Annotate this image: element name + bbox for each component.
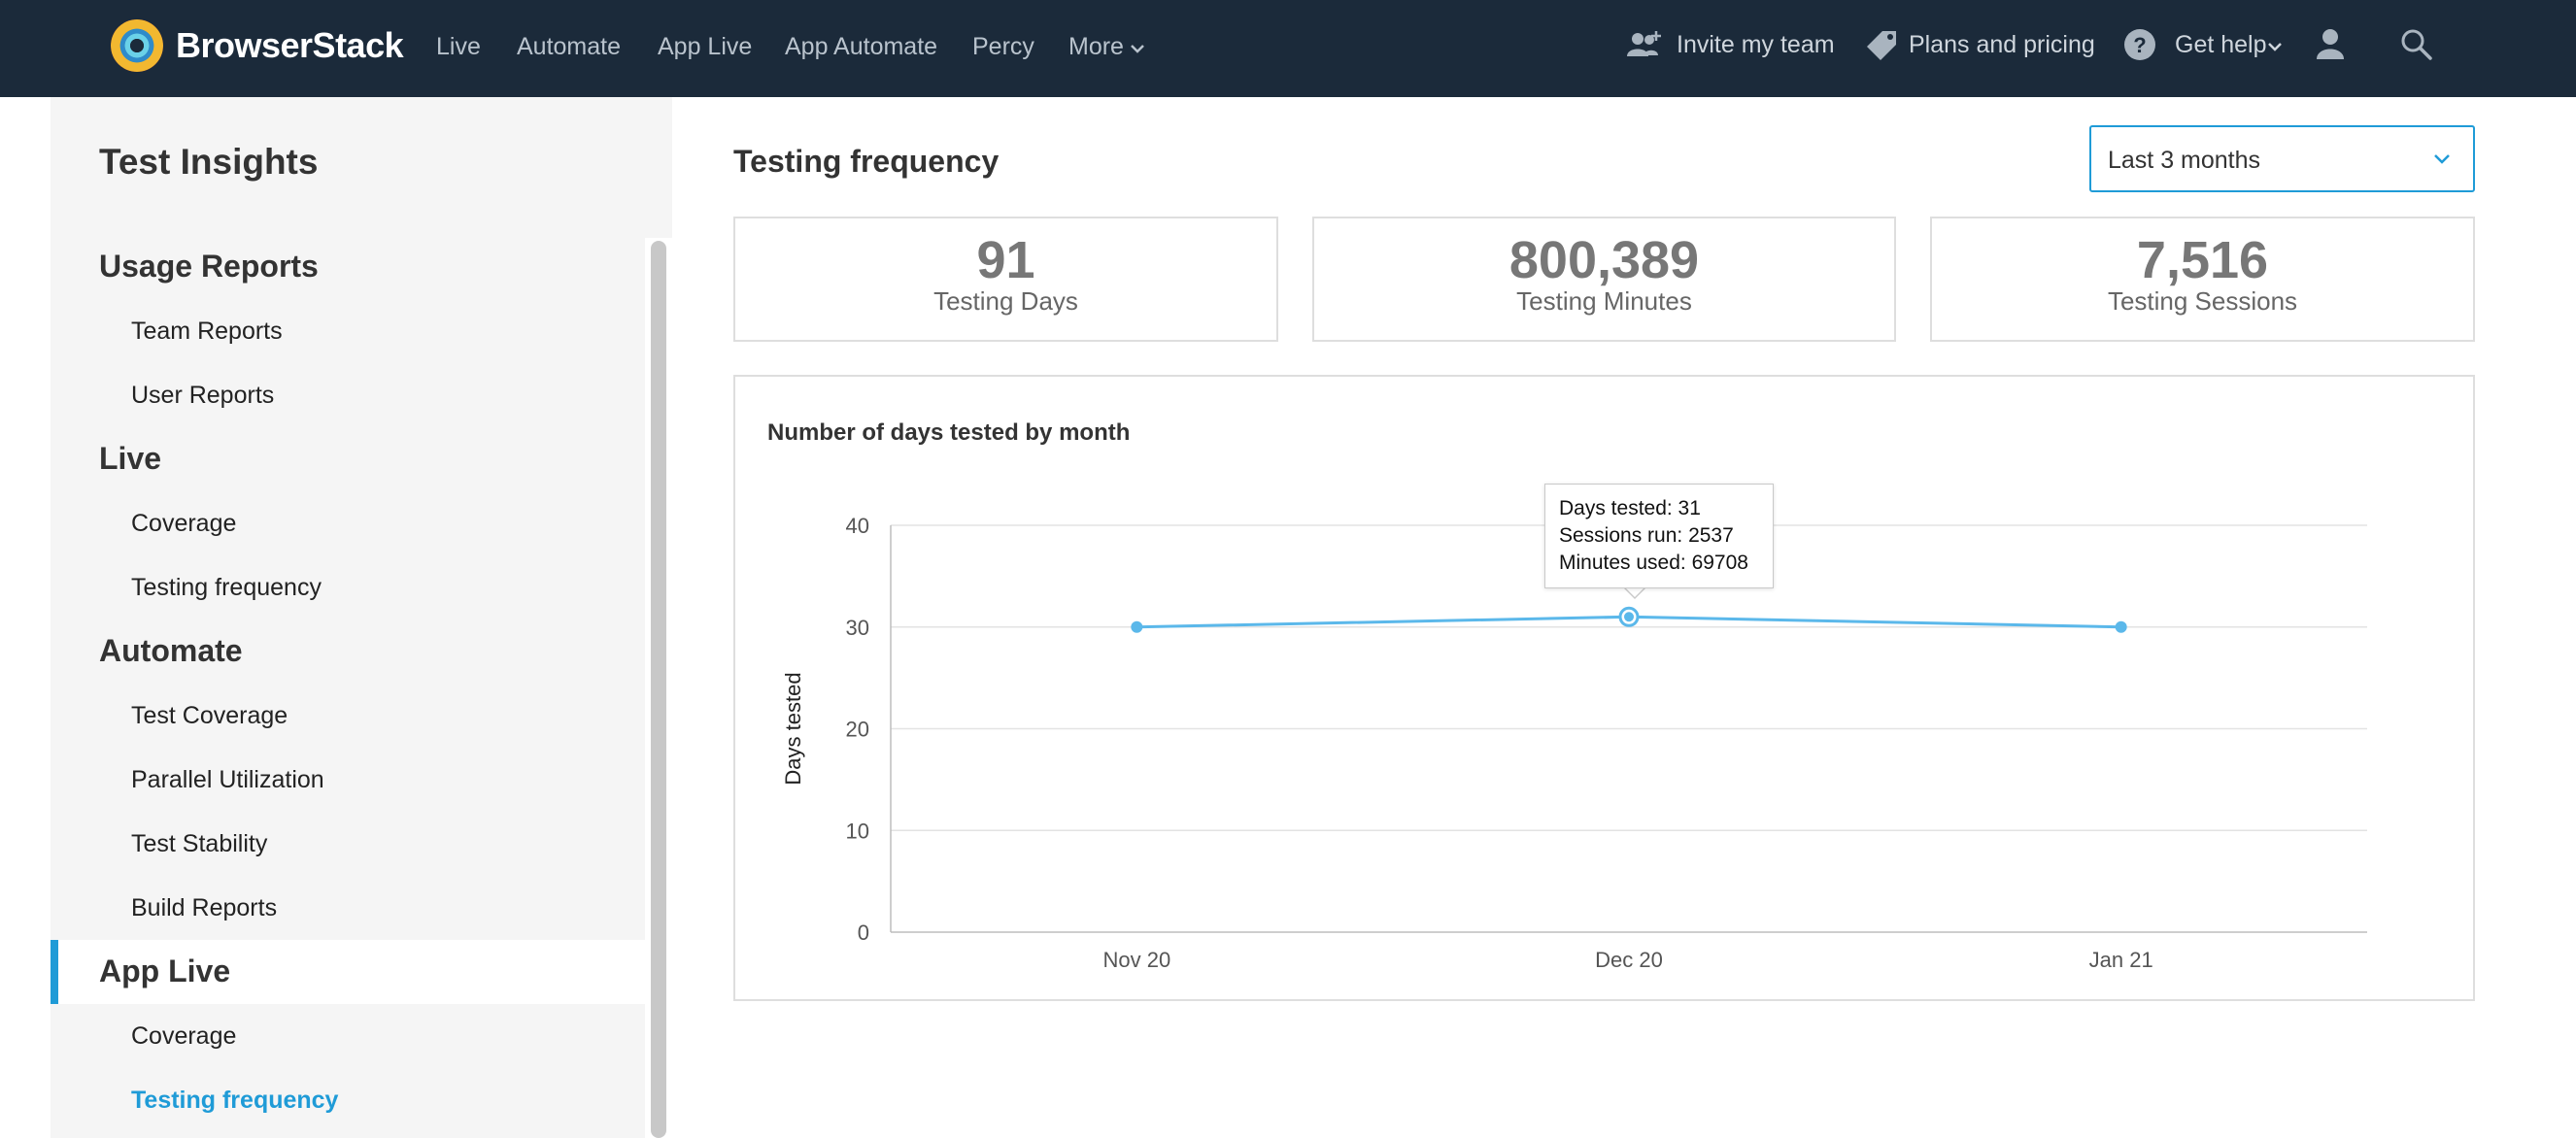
invite-team-icon[interactable] <box>1627 29 1664 60</box>
sidebar-item-build-reports[interactable]: Build Reports <box>131 894 278 921</box>
stat-label: Testing Days <box>933 286 1078 316</box>
stat-card-testing-minutes: 800,389 Testing Minutes <box>1312 217 1896 342</box>
brand-name[interactable]: BrowserStack <box>176 25 404 65</box>
invite-team-link[interactable]: Invite my team <box>1677 31 1835 58</box>
nav-link-live[interactable]: Live <box>436 33 481 60</box>
chart-card: Number of days tested by month <box>733 375 2475 1001</box>
sidebar-item-parallel-utilization[interactable]: Parallel Utilization <box>131 766 324 793</box>
sidebar-scrollbar-thumb[interactable] <box>651 241 666 1138</box>
plans-pricing-link[interactable]: Plans and pricing <box>1909 31 2095 58</box>
nav-link-app-live[interactable]: App Live <box>658 33 753 60</box>
nav-link-app-automate[interactable]: App Automate <box>785 33 938 60</box>
sidebar-item-app-live-testing-frequency[interactable]: Testing frequency <box>131 1087 339 1114</box>
y-tick-label: 40 <box>846 514 869 538</box>
x-tick-label: Dec 20 <box>1595 948 1663 972</box>
tooltip-sessions: Sessions run: 2537 <box>1559 524 1734 547</box>
y-tick-label: 20 <box>846 718 869 742</box>
get-help-menu[interactable]: Get help <box>2175 31 2267 58</box>
nav-link-percy[interactable]: Percy <box>972 33 1034 60</box>
browserstack-logo[interactable] <box>111 19 163 72</box>
sidebar-item-test-coverage[interactable]: Test Coverage <box>131 702 288 729</box>
data-point <box>2115 620 2127 633</box>
y-tick-label: 30 <box>846 616 869 640</box>
tooltip-days: Days tested: 31 <box>1559 497 1701 519</box>
chevron-down-icon <box>2268 43 2282 51</box>
chevron-down-icon <box>2434 154 2450 164</box>
stat-label: Testing Minutes <box>1516 286 1692 316</box>
user-icon[interactable] <box>2316 27 2345 60</box>
sidebar-item-live-testing-frequency[interactable]: Testing frequency <box>131 574 322 601</box>
sidebar-item-team-reports[interactable]: Team Reports <box>131 318 283 345</box>
tooltip-minutes: Minutes used: 69708 <box>1559 552 1748 574</box>
sidebar-item-test-stability[interactable]: Test Stability <box>131 830 268 857</box>
sidebar-section-live: Live <box>99 441 162 476</box>
sidebar-item-app-live-coverage[interactable]: Coverage <box>131 1022 237 1050</box>
stat-card-testing-days: 91 Testing Days <box>733 217 1278 342</box>
price-tag-icon[interactable] <box>1865 29 1898 62</box>
chevron-down-icon <box>1131 45 1144 53</box>
question-circle-icon[interactable]: ? <box>2123 28 2156 61</box>
sidebar: Test Insights Usage Reports Team Reports… <box>51 97 672 1138</box>
y-tick-label: 10 <box>846 819 869 843</box>
y-tick-label: 0 <box>858 920 869 945</box>
sidebar-item-live-coverage[interactable]: Coverage <box>131 510 237 537</box>
nav-link-more[interactable]: More <box>1068 33 1124 60</box>
stat-label: Testing Sessions <box>2107 286 2298 316</box>
chart-tooltip: Days tested: 31 Sessions run: 2537 Minut… <box>1544 484 1774 588</box>
data-point <box>1624 612 1634 622</box>
sidebar-title: Test Insights <box>99 142 319 182</box>
chart-title: Number of days tested by month <box>767 419 1131 446</box>
svg-text:?: ? <box>2133 33 2146 57</box>
date-range-select[interactable]: Last 3 months <box>2089 125 2475 192</box>
date-range-value: Last 3 months <box>2108 147 2261 174</box>
sidebar-item-user-reports[interactable]: User Reports <box>131 382 275 409</box>
sidebar-active-indicator <box>51 940 58 1004</box>
y-axis-title: Days tested <box>781 672 805 785</box>
search-icon[interactable] <box>2400 28 2433 61</box>
top-navbar: BrowserStack Live Automate App Live App … <box>0 0 2576 97</box>
data-point <box>1131 620 1143 633</box>
x-tick-label: Jan 21 <box>2089 948 2153 972</box>
stat-card-testing-sessions: 7,516 Testing Sessions <box>1930 217 2475 342</box>
stat-value: 800,389 <box>1508 231 1700 289</box>
x-tick-label: Nov 20 <box>1102 948 1170 972</box>
tooltip-tail-inner <box>1624 586 1645 597</box>
sidebar-section-app-live[interactable]: App Live <box>99 954 231 988</box>
nav-link-automate[interactable]: Automate <box>517 33 622 60</box>
stat-value: 7,516 <box>2136 231 2269 289</box>
page-title: Testing frequency <box>733 144 1000 179</box>
sidebar-section-usage-reports: Usage Reports <box>99 249 319 284</box>
sidebar-section-automate: Automate <box>99 633 243 668</box>
sidebar-active-row <box>51 940 645 1004</box>
stat-value: 91 <box>976 231 1035 289</box>
